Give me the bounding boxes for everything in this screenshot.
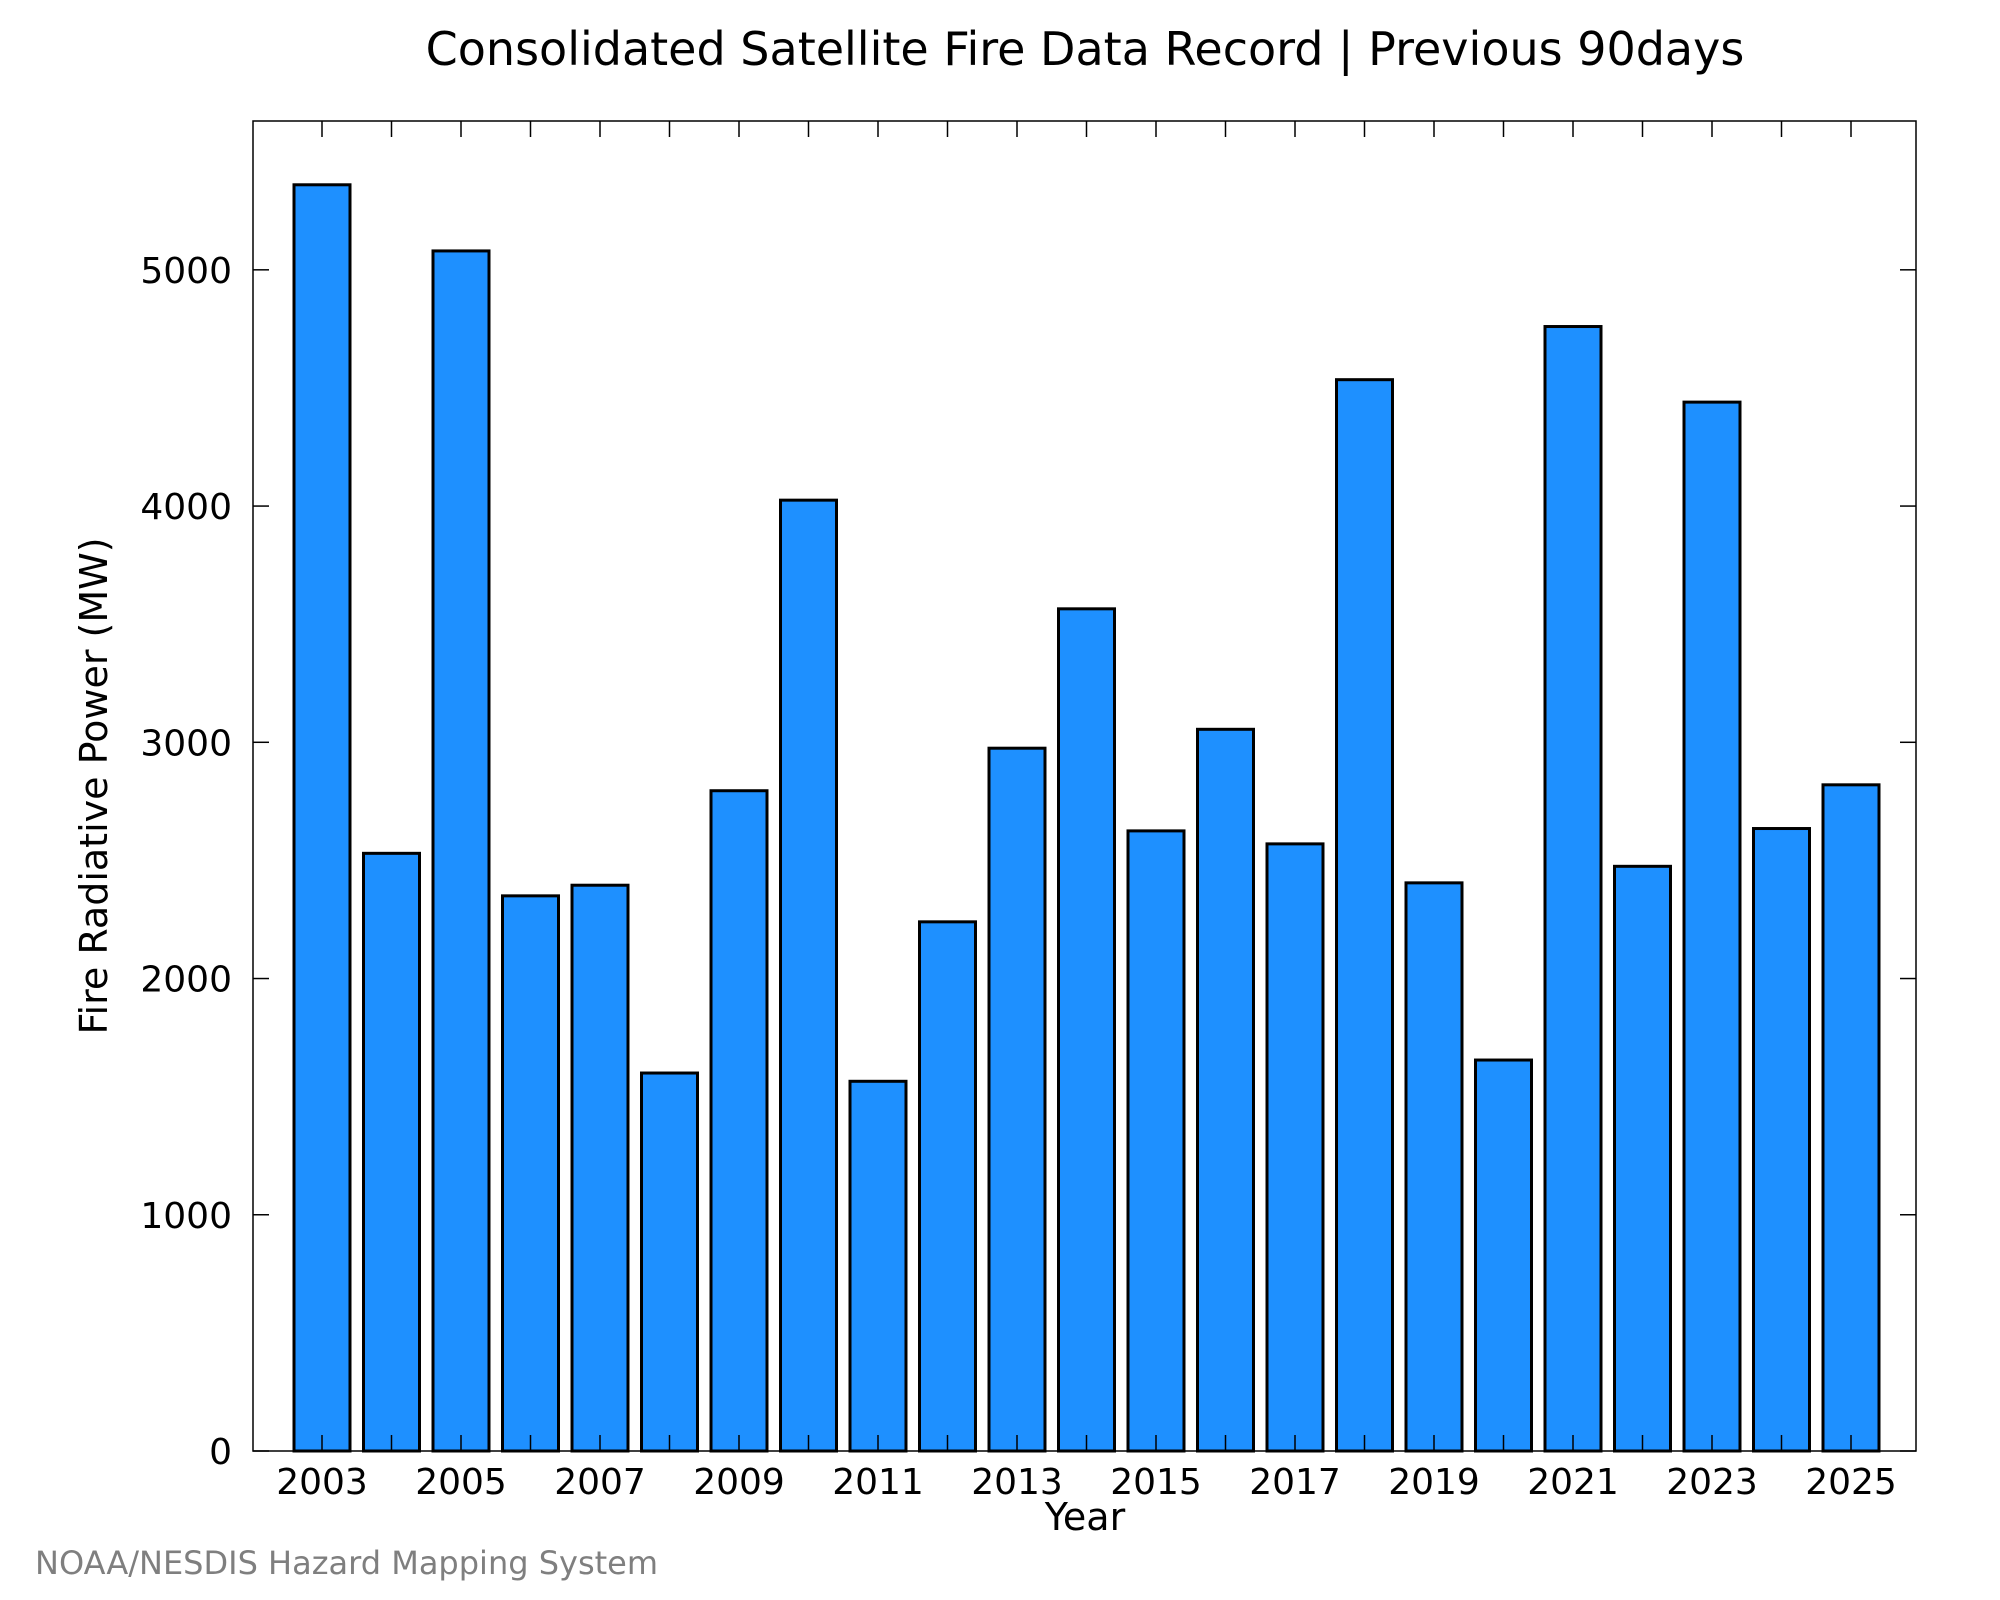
x-tick-label-2011: 2011	[832, 1462, 924, 1503]
bars-layer	[292, 183, 1881, 1453]
bar-2008	[640, 1071, 699, 1453]
x-tick-label-2025: 2025	[1805, 1462, 1897, 1503]
y-tick-label-5000: 5000	[140, 251, 232, 292]
y-tick-label-3000: 3000	[140, 723, 232, 764]
bar-2017	[1265, 842, 1325, 1453]
x-tick-label-2003: 2003	[276, 1462, 368, 1503]
chart-title: Consolidated Satellite Fire Data Record …	[426, 22, 1745, 77]
bar-2024	[1752, 827, 1811, 1453]
bar-2014	[1057, 607, 1116, 1453]
bar-2021	[1543, 325, 1603, 1453]
tick-labels-layer: 2003 2005 2007 2009 2011 2013 2015 2017 2019 2021…	[140, 251, 1896, 1503]
x-tick-label-2015: 2015	[1110, 1462, 1202, 1503]
x-tick-label-2023: 2023	[1666, 1462, 1758, 1503]
x-tick-label-2005: 2005	[415, 1462, 507, 1503]
bar-2016	[1196, 727, 1255, 1453]
bar-2025	[1821, 783, 1881, 1453]
x-tick-label-2019: 2019	[1388, 1462, 1480, 1503]
x-axis-label: Year	[1044, 1495, 1126, 1539]
source-credit: NOAA/NESDIS Hazard Mapping System	[35, 1544, 658, 1582]
y-tick-label-2000: 2000	[140, 960, 232, 1001]
x-tick-label-2013: 2013	[971, 1462, 1063, 1503]
bar-2023	[1682, 400, 1742, 1453]
bar-2009	[709, 789, 769, 1453]
y-tick-label-1000: 1000	[140, 1196, 232, 1237]
bar-2010	[779, 498, 838, 1453]
bar-2022	[1613, 864, 1672, 1453]
bar-2012	[918, 920, 977, 1453]
plot-frame	[252, 120, 1917, 1452]
bar-2007	[570, 883, 630, 1453]
bar-2005	[431, 249, 491, 1453]
bar-2015	[1126, 829, 1186, 1453]
y-tick-label-0: 0	[209, 1432, 232, 1473]
x-tick-label-2009: 2009	[693, 1462, 785, 1503]
bar-2003	[292, 183, 352, 1453]
bar-2018	[1335, 378, 1394, 1453]
bar-2011	[848, 1079, 908, 1453]
bar-2004	[362, 851, 421, 1453]
y-tick-label-4000: 4000	[140, 487, 232, 528]
bar-2020	[1474, 1058, 1533, 1453]
x-tick-label-2017: 2017	[1249, 1462, 1341, 1503]
bar-2013	[987, 746, 1047, 1453]
x-tick-label-2007: 2007	[554, 1462, 646, 1503]
bar-2019	[1404, 881, 1464, 1453]
y-axis-label: Fire Radiative Power (MW)	[72, 537, 116, 1034]
x-tick-label-2021: 2021	[1527, 1462, 1619, 1503]
bar-2006	[501, 894, 560, 1453]
